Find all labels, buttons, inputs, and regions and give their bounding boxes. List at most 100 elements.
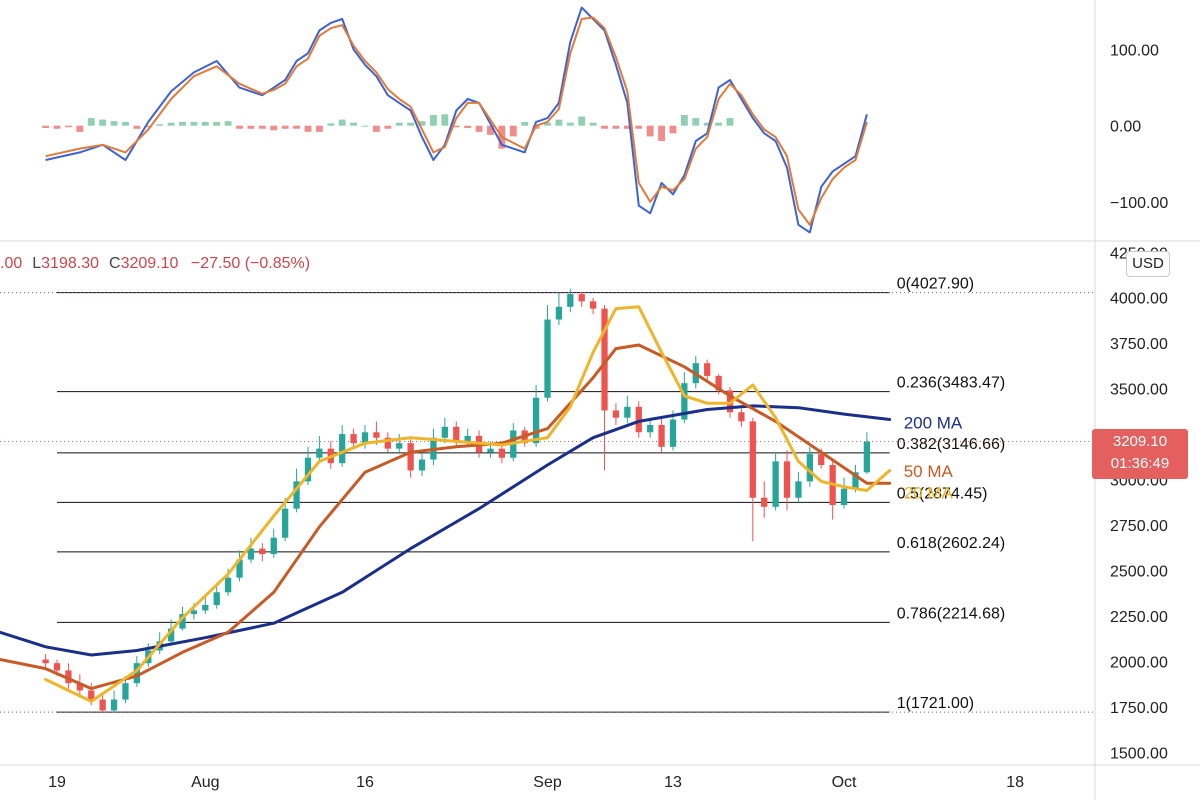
candle-body — [487, 448, 494, 453]
price-y-tick-label: 3750.00 — [1110, 336, 1168, 353]
osc-histogram-bar — [703, 122, 711, 126]
candle-body — [42, 659, 49, 664]
candle-body — [441, 426, 448, 438]
osc-histogram-bar — [156, 124, 164, 126]
candle-body — [852, 472, 859, 489]
osc-histogram-bar — [544, 122, 551, 126]
candle-body — [236, 559, 243, 578]
osc-histogram-bar — [179, 121, 186, 126]
osc-histogram-bar — [122, 121, 129, 126]
oscillator-panel — [42, 6, 868, 234]
osc-histogram-bar — [407, 122, 415, 126]
osc-histogram-bar — [669, 125, 677, 134]
osc-histogram-bar — [258, 125, 266, 129]
osc-histogram-bar — [144, 125, 152, 128]
candle-body — [65, 670, 72, 684]
price-panel: 0(4027.90) 0.236(3483.47) 0.382(3146.66) 0.… — [0, 276, 1095, 713]
candle-body — [213, 592, 220, 605]
fib-level-label: 1(1721.00) — [897, 695, 974, 712]
osc-signal-line-fast — [45, 6, 868, 234]
ohlc-low-label: L — [32, 255, 42, 272]
candle-body — [601, 308, 608, 411]
candle-body — [316, 448, 323, 458]
price-y-tick-label: 2500.00 — [1110, 563, 1168, 580]
osc-histogram-bar — [361, 125, 369, 127]
osc-histogram-bar — [327, 123, 335, 126]
candle-body — [818, 454, 825, 465]
candle-body — [407, 443, 414, 471]
osc-signal-line-slow — [45, 16, 868, 226]
candle-body — [669, 419, 677, 447]
ohlc-legend: .00 L3198.30 C3209.10 −27.50 (−0.85%) — [0, 255, 310, 273]
x-tick-label: Oct — [832, 774, 857, 791]
osc-histogram-bar — [213, 121, 221, 126]
osc-histogram-bar — [293, 125, 300, 129]
candle-body — [76, 683, 83, 691]
candle-body — [179, 614, 186, 629]
osc-histogram-bar — [133, 125, 141, 129]
x-tick-label: Sep — [533, 774, 562, 791]
candle-body — [350, 434, 357, 444]
osc-histogram-bar — [566, 122, 574, 126]
candle-body — [384, 437, 391, 449]
ohlc-close-value: 3209.10 — [120, 255, 179, 272]
osc-histogram-bar — [658, 125, 665, 141]
osc-histogram-bar — [315, 125, 323, 132]
candle-body — [453, 426, 460, 442]
osc-histogram-bar — [76, 125, 84, 132]
x-tick-label: 16 — [356, 774, 374, 791]
candle-body — [361, 432, 369, 444]
ma-50-line — [0, 343, 892, 691]
candle-body — [761, 497, 768, 507]
ohlc-close-label: C — [109, 255, 121, 272]
price-y-tick-label: 1750.00 — [1110, 700, 1168, 717]
candle-body — [167, 628, 175, 642]
osc-histogram-bar — [350, 122, 358, 126]
osc-histogram-bar — [42, 125, 50, 128]
osc-y-tick-label: 100.00 — [1110, 43, 1159, 60]
candle-body — [88, 690, 95, 700]
osc-histogram-bar — [692, 118, 700, 126]
candle-body — [532, 397, 540, 444]
osc-y-tick-label: 0.00 — [1110, 119, 1141, 136]
ma-20-line — [44, 305, 892, 703]
candle-body — [715, 375, 722, 391]
ohlc-low-value: 3198.30 — [41, 255, 99, 272]
candle-body — [806, 454, 813, 482]
candle-body — [396, 443, 403, 449]
candle-body — [704, 363, 711, 376]
osc-histogram-bar — [418, 121, 426, 126]
x-tick-label: 19 — [48, 774, 66, 791]
currency-button[interactable]: USD — [1126, 251, 1170, 277]
candle-body — [282, 508, 289, 538]
price-y-tick-label: 3500.00 — [1110, 382, 1168, 399]
osc-histogram-bar — [464, 125, 472, 128]
ohlc-change: −27.50 (−0.85%) — [190, 255, 311, 272]
last-price-countdown: 01:36:49 — [1110, 455, 1170, 472]
candle-body — [772, 461, 779, 507]
osc-y-tick-label: −100.00 — [1110, 195, 1168, 212]
osc-histogram-bar — [715, 122, 723, 126]
fib-level-label: 0.382(3146.66) — [897, 436, 1006, 453]
osc-histogram-bar — [99, 119, 107, 126]
candle-body — [190, 610, 198, 615]
osc-histogram-bar — [395, 122, 403, 126]
candle-body — [99, 699, 106, 711]
osc-histogram-bar — [247, 125, 255, 129]
candle-body — [555, 306, 563, 320]
osc-histogram-bar — [53, 125, 61, 129]
price-y-tick-label: 4000.00 — [1110, 291, 1168, 308]
osc-histogram-bar — [578, 116, 586, 126]
candle-body — [624, 406, 631, 418]
osc-histogram-bar — [224, 121, 232, 126]
candle-body — [304, 457, 312, 482]
ohlc-open-fragment: .00 — [0, 255, 23, 272]
candle-body — [339, 434, 346, 464]
x-tick-label: 13 — [664, 774, 682, 791]
osc-histogram-bar — [304, 125, 312, 132]
candle-body — [635, 406, 642, 433]
osc-histogram-bar — [441, 114, 449, 126]
osc-histogram-bar — [430, 115, 437, 126]
fib-level-label: 0.236(3483.47) — [897, 375, 1006, 392]
